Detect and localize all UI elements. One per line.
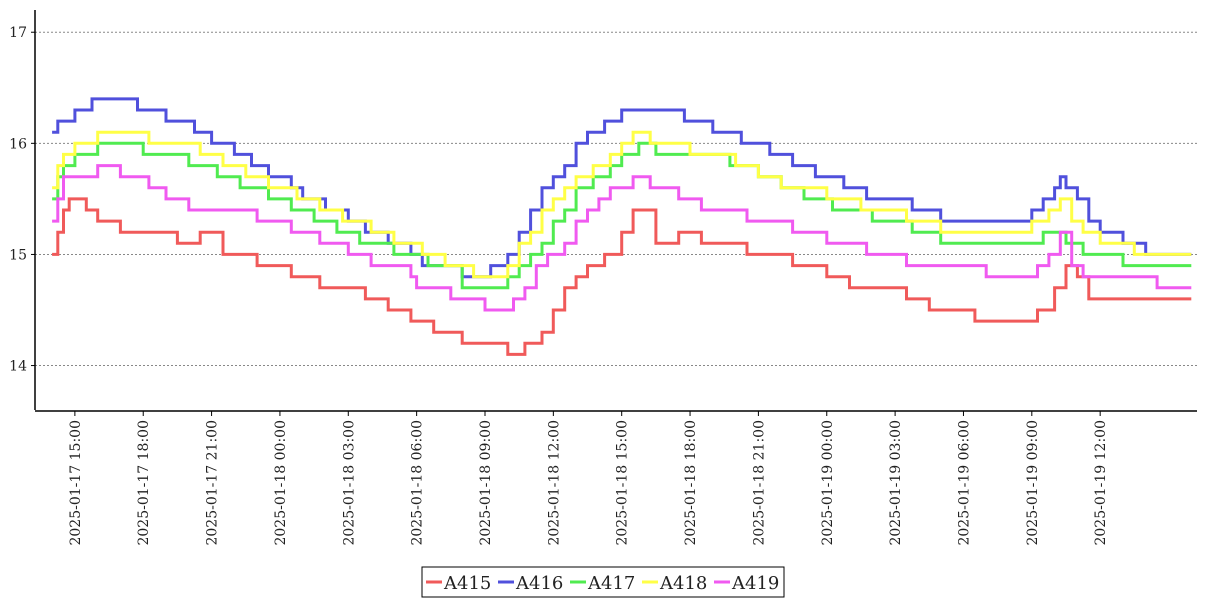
legend-label-a419: A419 bbox=[731, 573, 779, 594]
x-tick-label: 2025-01-19 12:00 bbox=[1093, 420, 1109, 546]
x-tick-label: 2025-01-19 03:00 bbox=[888, 420, 904, 546]
x-tick-label: 2025-01-17 18:00 bbox=[136, 420, 152, 546]
legend-label-a418: A418 bbox=[659, 573, 707, 594]
series-line-a416 bbox=[52, 97, 1192, 279]
legend-label-a415: A415 bbox=[443, 573, 491, 594]
x-tick-label: 2025-01-18 12:00 bbox=[546, 420, 562, 546]
y-tick-label: 16 bbox=[9, 136, 27, 152]
y-tick-label: 15 bbox=[9, 247, 27, 263]
x-tick-label: 2025-01-18 15:00 bbox=[615, 420, 631, 546]
axes bbox=[34, 10, 1197, 412]
x-tick-labels: 2025-01-17 15:00 2025-01-17 18:00 2025-01-… bbox=[68, 411, 1109, 546]
x-tick-label: 2025-01-19 06:00 bbox=[956, 420, 972, 546]
y-tick-label: 17 bbox=[9, 25, 27, 41]
x-tick-label: 2025-01-18 18:00 bbox=[683, 420, 699, 546]
legend-label-a417: A417 bbox=[587, 573, 635, 594]
y-tick-labels: 14 15 16 17 bbox=[9, 25, 35, 375]
x-tick-label: 2025-01-18 21:00 bbox=[751, 420, 767, 546]
x-tick-label: 2025-01-18 00:00 bbox=[273, 420, 289, 546]
grid-lines bbox=[35, 31, 1197, 367]
x-tick-label: 2025-01-17 15:00 bbox=[68, 420, 84, 546]
series-line-a419 bbox=[52, 164, 1192, 312]
series-line-a417 bbox=[52, 141, 1192, 290]
legend: A415 A416 A417 A418 A419 bbox=[421, 566, 785, 598]
x-tick-label: 2025-01-17 21:00 bbox=[205, 420, 221, 546]
series-line-a418 bbox=[52, 130, 1192, 279]
y-tick-label: 14 bbox=[9, 359, 27, 375]
x-tick-label: 2025-01-18 03:00 bbox=[341, 420, 357, 546]
series-line-a415 bbox=[52, 197, 1192, 356]
x-tick-label: 2025-01-19 09:00 bbox=[1025, 420, 1041, 546]
series-lines bbox=[52, 97, 1192, 356]
x-tick-label: 2025-01-19 00:00 bbox=[820, 420, 836, 546]
legend-label-a416: A416 bbox=[515, 573, 563, 594]
x-tick-label: 2025-01-18 06:00 bbox=[410, 420, 426, 546]
x-tick-label: 2025-01-18 09:00 bbox=[478, 420, 494, 546]
